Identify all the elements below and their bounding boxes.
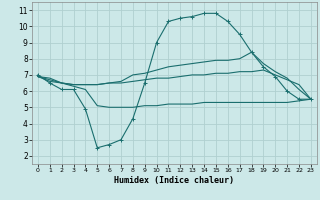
X-axis label: Humidex (Indice chaleur): Humidex (Indice chaleur) [115, 176, 234, 185]
